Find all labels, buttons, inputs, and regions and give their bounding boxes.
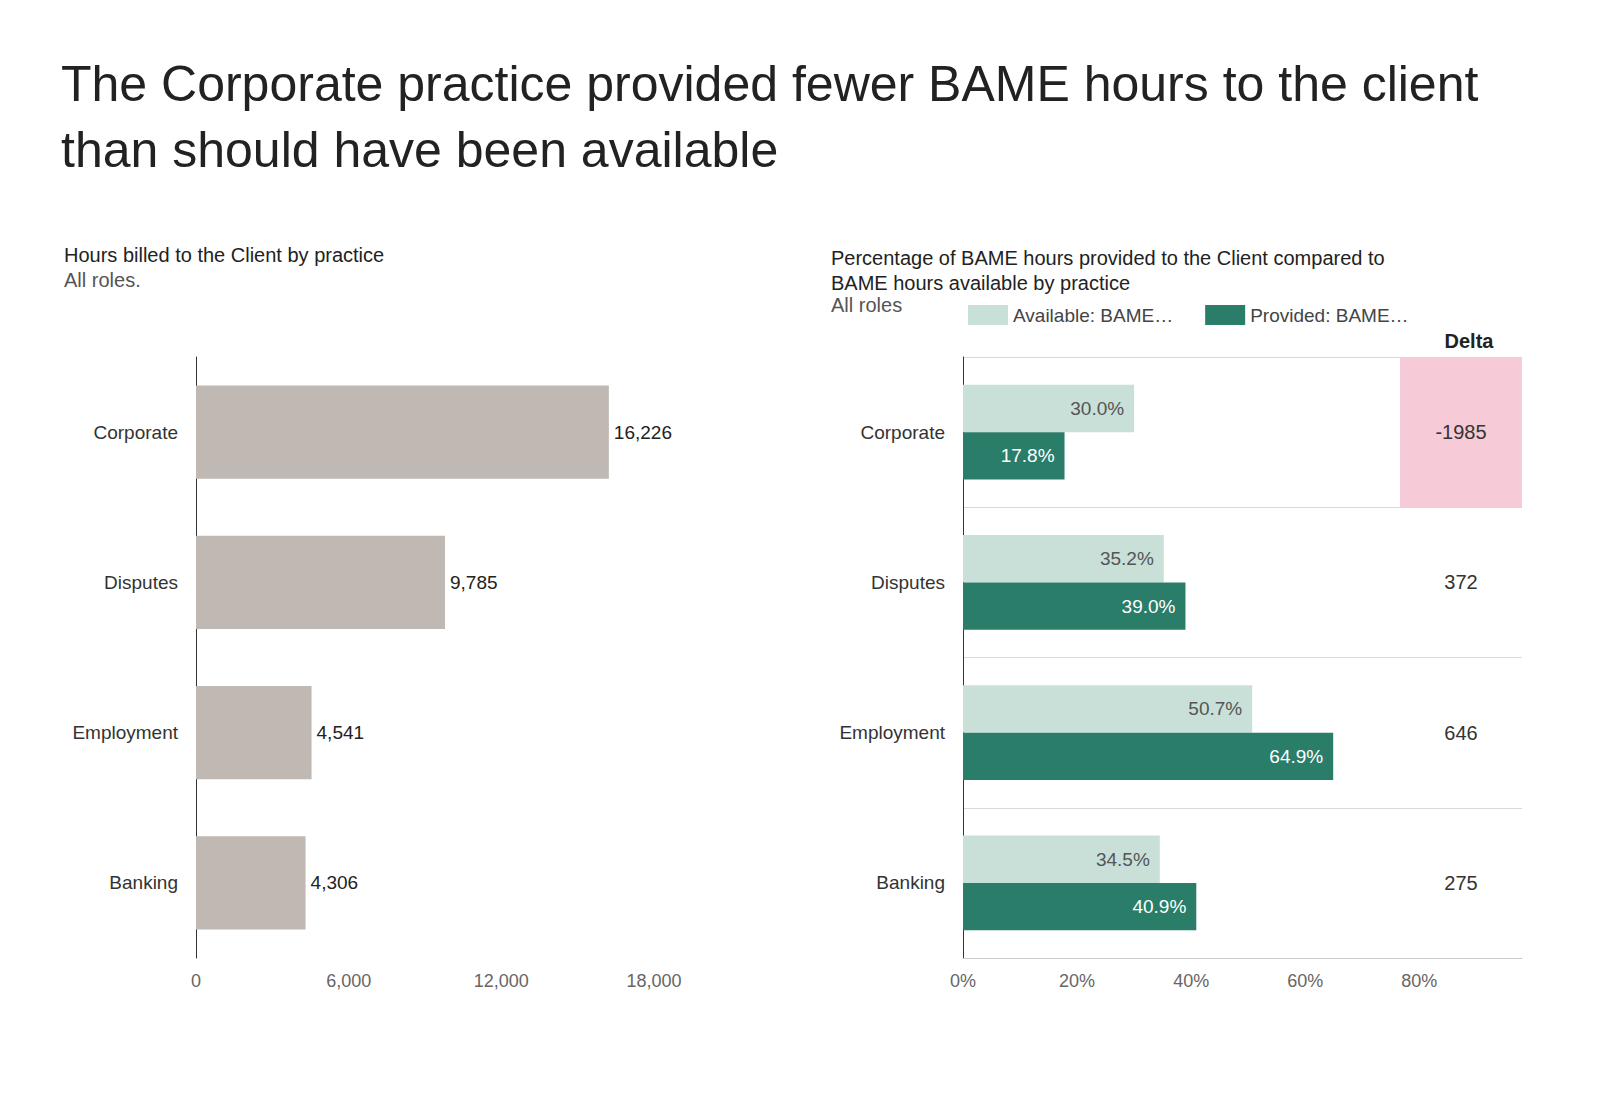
svg-text:4,306: 4,306 [311, 872, 359, 893]
svg-text:Corporate: Corporate [861, 422, 946, 443]
svg-text:Employment: Employment [72, 722, 178, 743]
svg-text:Disputes: Disputes [871, 572, 945, 593]
svg-text:60%: 60% [1287, 971, 1323, 991]
svg-text:The Corporate practice provide: The Corporate practice provided fewer BA… [61, 56, 1492, 112]
svg-text:Delta: Delta [1445, 330, 1495, 352]
svg-text:50.7%: 50.7% [1188, 698, 1242, 719]
svg-text:All roles.: All roles. [64, 269, 141, 291]
svg-text:All roles: All roles [831, 294, 902, 316]
svg-text:275: 275 [1444, 872, 1477, 894]
svg-text:0%: 0% [950, 971, 976, 991]
svg-text:30.0%: 30.0% [1070, 398, 1124, 419]
svg-text:Available: BAME…: Available: BAME… [1013, 305, 1173, 326]
svg-text:372: 372 [1444, 571, 1477, 593]
svg-text:9,785: 9,785 [450, 572, 498, 593]
svg-text:646: 646 [1444, 722, 1477, 744]
svg-text:17.8%: 17.8% [1001, 445, 1055, 466]
svg-text:Banking: Banking [109, 872, 178, 893]
svg-text:Banking: Banking [876, 872, 945, 893]
svg-text:35.2%: 35.2% [1100, 548, 1154, 569]
svg-text:39.0%: 39.0% [1122, 596, 1176, 617]
svg-text:4,541: 4,541 [317, 722, 365, 743]
svg-text:20%: 20% [1059, 971, 1095, 991]
svg-text:40.9%: 40.9% [1132, 896, 1186, 917]
svg-text:Corporate: Corporate [94, 422, 179, 443]
svg-text:0: 0 [191, 971, 201, 991]
svg-text:Disputes: Disputes [104, 572, 178, 593]
svg-text:64.9%: 64.9% [1269, 746, 1323, 767]
svg-text:Provided: BAME…: Provided: BAME… [1250, 305, 1408, 326]
svg-text:80%: 80% [1401, 971, 1437, 991]
svg-text:Percentage of BAME hours provi: Percentage of BAME hours provided to the… [831, 247, 1390, 269]
svg-text:than should have been availabl: than should have been available [61, 122, 778, 178]
svg-text:-1985: -1985 [1435, 421, 1486, 443]
svg-text:Hours billed to the Client by: Hours billed to the Client by practice [64, 244, 384, 266]
svg-text:6,000: 6,000 [326, 971, 371, 991]
svg-text:18,000: 18,000 [626, 971, 681, 991]
svg-text:34.5%: 34.5% [1096, 849, 1150, 870]
svg-text:BAME hours available by practi: BAME hours available by practice [831, 272, 1130, 294]
svg-text:12,000: 12,000 [474, 971, 529, 991]
svg-text:16,226: 16,226 [614, 422, 672, 443]
svg-text:Employment: Employment [839, 722, 945, 743]
svg-text:40%: 40% [1173, 971, 1209, 991]
